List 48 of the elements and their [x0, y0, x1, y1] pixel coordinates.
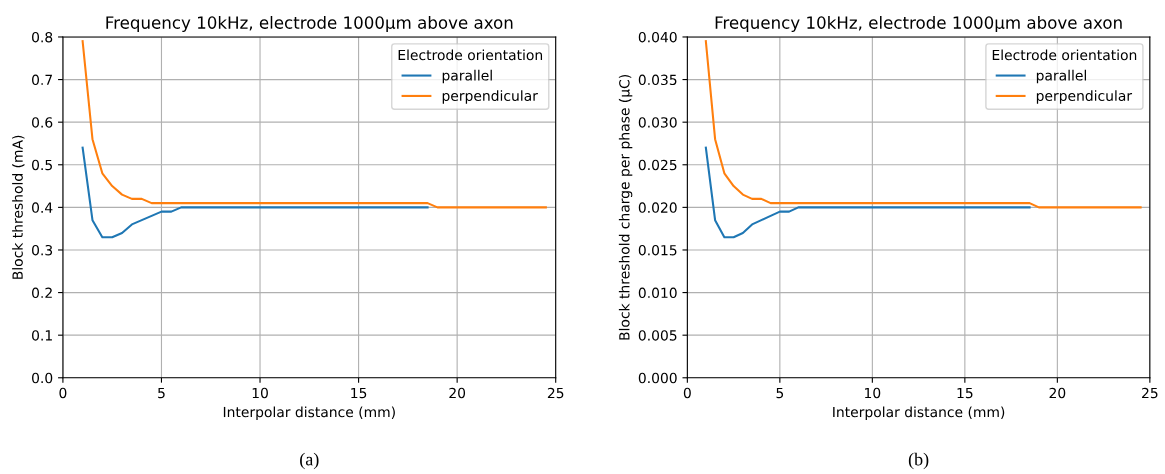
y-tick-label: 0.005: [638, 330, 677, 341]
x-tick-label: 10: [865, 387, 881, 399]
y-tick-label: 0.010: [638, 287, 677, 299]
x-tick-label: 20: [449, 387, 466, 399]
legend-title: Electrode orientation: [992, 49, 1137, 61]
y-tick-label: 0.6: [32, 117, 53, 128]
y-tick-label: 0.030: [638, 117, 677, 128]
line-series: [704, 146, 1031, 239]
y-tick-label: 0.7: [32, 74, 52, 86]
chart-title: Frequency 10kHz, electrode 1000μm above axon: [715, 15, 1122, 33]
line-series: [704, 40, 1142, 209]
x-axis-title: Interpolar distance (mm): [223, 406, 395, 420]
x-tick-label: 25: [547, 387, 564, 399]
legend-label: parallel: [1036, 69, 1086, 84]
x-axis-title: Interpolar distance (mm): [833, 406, 1005, 420]
y-tick-label: 0.035: [638, 74, 677, 86]
line-series: [81, 40, 547, 209]
x-tick-label: 10: [252, 387, 268, 399]
legend-label: perpendicular: [1036, 90, 1133, 104]
y-tick-label: 0.3: [32, 244, 53, 256]
x-tick-label: 15: [351, 387, 367, 399]
y-tick-label: 0.1: [32, 330, 52, 341]
y-tick-label: 0.040: [638, 31, 677, 43]
line-series: [81, 146, 429, 239]
x-tick-label: 5: [776, 387, 784, 399]
y-tick-label: 0.025: [638, 159, 677, 171]
text: (b): [908, 452, 929, 470]
y-tick-label: 0.4: [32, 202, 53, 213]
x-tick-label: 0: [59, 387, 67, 399]
x-tick-label: 0: [683, 387, 691, 399]
y-axis-title: Block threshold charge per phase (μC): [618, 74, 633, 340]
x-tick-label: 25: [1142, 387, 1158, 399]
y-tick-label: 0.2: [32, 287, 52, 299]
y-tick-label: 0.0: [32, 372, 53, 384]
y-tick-label: 0.020: [638, 202, 677, 213]
y-axis-title: Block threshold (mA): [12, 135, 25, 279]
text: (a): [300, 452, 319, 470]
x-tick-label: 15: [957, 387, 973, 399]
legend-label: perpendicular: [442, 90, 538, 104]
legend-label: parallel: [442, 69, 492, 84]
x-tick-label: 20: [1049, 387, 1066, 399]
y-tick-label: 0.015: [638, 244, 677, 256]
x-tick-label: 5: [158, 387, 165, 399]
y-tick-label: 0.000: [638, 372, 677, 384]
chart-title: Frequency 10kHz, electrode 1000μm above axon: [106, 15, 513, 33]
legend-title: Electrode orientation: [398, 49, 543, 61]
y-tick-label: 0.8: [32, 31, 53, 43]
y-tick-label: 0.5: [32, 159, 52, 171]
